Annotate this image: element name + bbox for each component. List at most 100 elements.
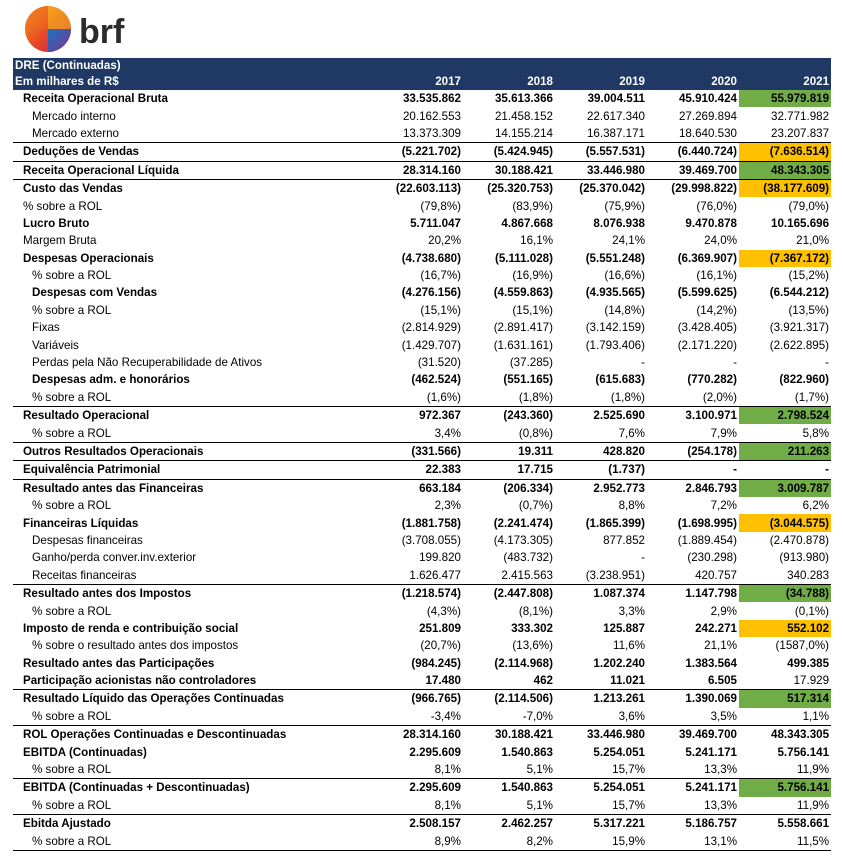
cell-value: (1.865.399) xyxy=(585,516,645,530)
cell-value: (8,1%) xyxy=(518,604,553,618)
table-row: % sobre a ROL (15,1%) (15,1%) (14,8%) (14,2%… xyxy=(13,302,831,319)
cell-value: 30.188.421 xyxy=(463,160,555,180)
cell-value: 33.446.980 xyxy=(555,160,647,180)
table-row: % sobre a ROL -3,4% -7,0% 3,6% 3,5% 1,1% xyxy=(13,708,831,726)
table-row: Resultado Operacional 972.367 (243.360) 2.5… xyxy=(13,406,832,425)
cell-value: 199.820 xyxy=(419,551,461,565)
cell-value: 33.446.980 xyxy=(555,725,647,744)
cell-value: (15,2%) xyxy=(788,269,830,283)
row-label: Despesas Operacionais xyxy=(23,251,154,265)
table-header-row: Em milhares de R$ 2017 2018 2019 2020 20… xyxy=(13,74,832,90)
cell-value: 428.820 xyxy=(555,441,647,461)
row-label: Equivalência Patrimonial xyxy=(13,460,371,480)
cell-value: (2.241.474) xyxy=(493,516,553,530)
cell-value: (1.631.161) xyxy=(493,338,553,352)
cell-value: 15,7% xyxy=(612,763,645,777)
row-label: ROL Operações Continuadas e Descontinuad… xyxy=(13,725,371,744)
cell-value: (2.470.878) xyxy=(769,533,830,547)
cell-value: (615.683) xyxy=(595,373,645,387)
table-row: Perdas pela Não Recuperabilidade de Ativ… xyxy=(13,354,831,371)
cell-value: 2.846.793 xyxy=(647,478,739,497)
table-row: Lucro Bruto 5.711.047 4.867.668 8.076.938 9.… xyxy=(13,215,831,232)
cell-value: (1.429.707) xyxy=(401,338,461,352)
cell-value: 17.480 xyxy=(425,674,461,688)
cell-value: (2.447.808) xyxy=(463,583,555,603)
cell-value: (2.114.506) xyxy=(463,689,555,708)
brf-logo: brf xyxy=(24,3,134,55)
table-row: Mercado interno 20.162.553 21.458.152 22.61… xyxy=(13,107,831,124)
table-row: % sobre a ROL (1,6%) (1,8%) (1,8%) (2,0%) (1,… xyxy=(13,389,831,407)
cell-value: (16,7%) xyxy=(420,269,461,283)
cell-value: 5.711.047 xyxy=(410,216,461,230)
cell-value: (6.440.724) xyxy=(647,142,739,162)
year-header: 2018 xyxy=(463,74,555,90)
table-row: Variáveis (1.429.707) (1.631.161) (1.793.40… xyxy=(13,336,831,353)
cell-value: 48.343.305 xyxy=(739,160,832,180)
row-label: % sobre a ROL xyxy=(32,499,112,513)
cell-value: (1,8%) xyxy=(518,390,553,404)
cell-value: (4.738.680) xyxy=(401,251,461,265)
cell-value: 32.771.982 xyxy=(771,109,830,123)
cell-value: 333.302 xyxy=(511,621,553,635)
table-row: Despesas com Vendas (4.276.156) (4.559.863… xyxy=(13,284,831,301)
table-row: Resultado Líquido das Operações Continua… xyxy=(13,689,832,708)
table-row: Resultado antes das Financeiras 663.184 (2… xyxy=(13,478,832,497)
cell-value: (462.524) xyxy=(411,373,461,387)
table-title: DRE (Continuadas) xyxy=(13,58,832,74)
cell-value: 2.295.609 xyxy=(371,778,463,797)
cell-value: 972.367 xyxy=(371,406,463,425)
cell-value: (14,2%) xyxy=(696,303,737,317)
cell-value: 21,1% xyxy=(704,639,737,653)
row-label: Despesas adm. e honorários xyxy=(32,373,190,387)
row-label: % sobre a ROL xyxy=(32,426,112,440)
cell-value: 462 xyxy=(533,674,553,688)
cell-value: 48.343.305 xyxy=(739,725,832,744)
row-label: EBITDA (Continuadas) xyxy=(23,745,147,759)
row-label: Resultado antes das Participações xyxy=(23,656,215,670)
cell-value: - xyxy=(825,356,830,370)
cell-value: 5.241.171 xyxy=(647,778,739,797)
cell-value: 2.952.773 xyxy=(555,478,647,497)
cell-value: 5.254.051 xyxy=(555,778,647,797)
cell-value: 21.458.152 xyxy=(494,109,553,123)
cell-value: (5.111.028) xyxy=(494,251,553,265)
income-statement-table: DRE (Continuadas) Em milhares de R$ 2017… xyxy=(13,58,832,851)
cell-value: 11,9% xyxy=(797,763,830,777)
row-label: % sobre o resultado antes dos impostos xyxy=(32,639,239,653)
cell-value: (20,7%) xyxy=(420,639,461,653)
cell-value: 499.385 xyxy=(787,656,830,670)
cell-value: - xyxy=(641,551,645,565)
cell-value: (16,1%) xyxy=(696,269,737,283)
cell-value: 5.254.051 xyxy=(593,745,645,759)
cell-value: (1.737) xyxy=(555,460,647,480)
cell-value: 15,7% xyxy=(612,798,645,812)
cell-value: (75,9%) xyxy=(604,199,645,213)
row-label: % sobre a ROL xyxy=(32,709,112,723)
cell-value: (31.520) xyxy=(417,356,461,370)
cell-value: 2.295.609 xyxy=(409,745,461,759)
row-label: Receitas financeiras xyxy=(32,568,137,582)
cell-value: (5.557.531) xyxy=(555,142,647,162)
cell-value: 251.809 xyxy=(419,621,461,635)
units-label: Em milhares de R$ xyxy=(13,74,371,90)
cell-value: 5,8% xyxy=(802,426,830,440)
cell-value: (13,5%) xyxy=(788,303,830,317)
row-label: Margem Bruta xyxy=(23,234,97,248)
cell-value: (3.238.951) xyxy=(585,568,645,582)
row-label: EBITDA (Continuadas + Descontinuadas) xyxy=(13,778,371,797)
cell-value: (254.178) xyxy=(647,441,739,461)
cell-value: (15,1%) xyxy=(420,303,461,317)
row-label: Despesas financeiras xyxy=(32,533,143,547)
cell-value: 125.887 xyxy=(603,621,645,635)
cell-value: 15,9% xyxy=(555,832,647,851)
cell-value: (7.367.172) xyxy=(739,249,832,267)
cell-value: (4.173.305) xyxy=(493,533,553,547)
table-row: Receita Operacional Bruta 33.535.862 35.61… xyxy=(13,90,832,108)
row-label: % sobre a ROL xyxy=(32,390,112,404)
cell-value: 8,2% xyxy=(463,832,555,851)
cell-value: (25.370.042) xyxy=(555,178,647,198)
year-header: 2017 xyxy=(371,74,463,90)
cell-value: (16,9%) xyxy=(512,269,553,283)
row-label: Despesas com Vendas xyxy=(32,286,158,300)
cell-value: 1.087.374 xyxy=(555,583,647,603)
